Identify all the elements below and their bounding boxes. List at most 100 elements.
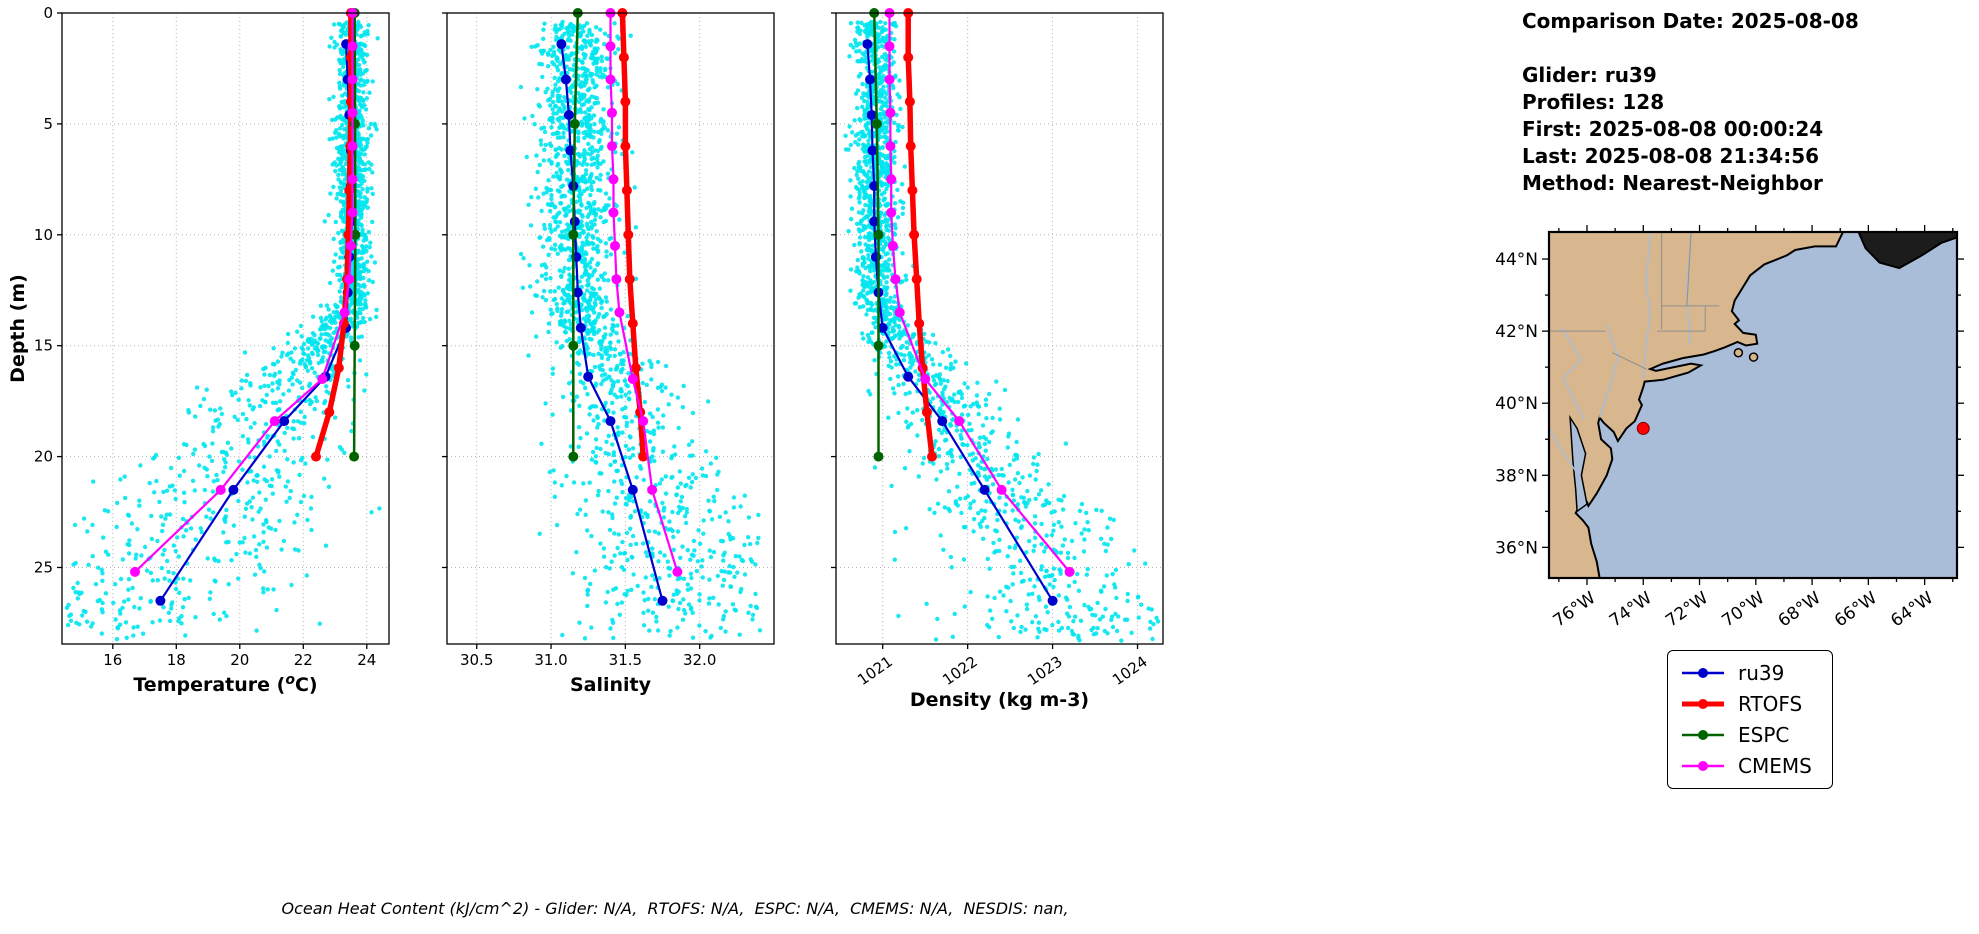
glider-sample-dot	[555, 161, 561, 167]
glider-sample-dot	[616, 339, 621, 344]
glider-sample-dot	[590, 72, 595, 77]
glider-sample-dot	[205, 556, 210, 561]
glider-sample-dot	[365, 186, 370, 191]
glider-sample-dot	[555, 88, 561, 94]
glider-sample-dot	[278, 399, 283, 404]
glider-sample-dot	[365, 291, 370, 296]
glider-sample-dot	[584, 162, 590, 167]
glider-sample-dot	[856, 142, 861, 147]
glider-sample-dot	[367, 90, 372, 95]
glider-sample-dot	[367, 166, 372, 172]
glider-sample-dot	[285, 340, 290, 346]
glider-sample-dot	[649, 584, 654, 590]
glider-sample-dot	[242, 514, 247, 519]
x-tick-label: 16	[103, 651, 122, 669]
glider-sample-dot	[218, 406, 223, 411]
ru39-marker	[569, 216, 580, 227]
RTOFS-marker	[623, 229, 634, 240]
glider-sample-dot	[559, 25, 564, 30]
glider-sample-dot	[585, 33, 590, 38]
glider-sample-dot	[330, 317, 335, 322]
glider-sample-dot	[256, 509, 261, 514]
glider-sample-dot	[615, 363, 620, 369]
glider-sample-dot	[591, 328, 596, 333]
glider-sample-dot	[976, 441, 982, 446]
glider-sample-dot	[662, 505, 667, 510]
CMEMS-marker	[647, 484, 658, 495]
glider-sample-dot	[541, 125, 547, 130]
glider-sample-dot	[547, 158, 552, 163]
glider-sample-dot	[363, 235, 368, 240]
glider-sample-dot	[624, 382, 629, 388]
glider-sample-dot	[1020, 475, 1025, 480]
glider-sample-dot	[591, 319, 597, 324]
glider-sample-dot	[1084, 572, 1090, 577]
glider-sample-dot	[577, 620, 582, 625]
CMEMS-salinity-series	[605, 8, 683, 577]
glider-sample-dot	[80, 613, 85, 618]
glider-sample-dot	[338, 240, 343, 245]
glider-sample-dot	[542, 226, 547, 231]
glider-sample-dot	[959, 412, 965, 417]
glider-sample-dot	[216, 424, 221, 429]
glider-sample-dot	[889, 336, 894, 342]
glider-sample-dot	[552, 27, 557, 32]
glider-sample-dot	[598, 215, 603, 220]
glider-sample-dot	[582, 148, 587, 153]
glider-sample-dot	[591, 287, 597, 292]
glider-sample-dot	[561, 288, 566, 294]
glider-sample-dot	[361, 82, 366, 88]
glider-sample-dot	[564, 293, 569, 298]
glider-sample-dot	[861, 91, 866, 96]
glider-sample-dot	[969, 427, 974, 433]
glider-sample-dot	[365, 140, 370, 145]
glider-sample-dot	[560, 632, 565, 638]
RTOFS-marker	[621, 185, 632, 196]
glider-sample-dot	[848, 142, 853, 148]
CMEMS-temperature-series	[130, 8, 358, 577]
glider-sample-dot	[325, 457, 330, 462]
glider-sample-dot	[641, 477, 646, 483]
glider-sample-dot	[646, 529, 652, 534]
glider-sample-dot	[648, 430, 653, 435]
glider-sample-dot	[277, 474, 282, 479]
glider-sample-dot	[329, 35, 334, 40]
glider-sample-dot	[694, 568, 700, 574]
glider-sample-dot	[619, 368, 624, 373]
glider-sample-dot	[852, 118, 857, 123]
glider-sample-dot	[1024, 550, 1029, 555]
glider-sample-dot	[707, 577, 712, 582]
glider-sample-dot	[1039, 521, 1044, 527]
glider-sample-dot	[628, 33, 633, 38]
glider-sample-dot	[661, 413, 666, 418]
glider-sample-dot	[624, 530, 630, 536]
glider-sample-dot	[270, 491, 275, 496]
glider-sample-dot	[310, 314, 316, 319]
glider-sample-dot	[599, 362, 605, 368]
glider-sample-dot	[331, 330, 336, 335]
glider-sample-dot	[274, 607, 279, 613]
glider-sample-dot	[871, 286, 876, 291]
glider-sample-dot	[567, 67, 572, 72]
glider-sample-dot	[600, 75, 605, 80]
glider-sample-dot	[612, 347, 618, 352]
glider-sample-dot	[526, 202, 531, 207]
glider-sample-dot	[650, 454, 655, 459]
glider-sample-dot	[545, 63, 551, 69]
glider-sample-dot	[577, 403, 582, 408]
glider-sample-dot	[581, 381, 586, 386]
glider-sample-dot	[1016, 519, 1021, 524]
glider-sample-dot	[585, 392, 590, 397]
glider-sample-dot	[270, 388, 275, 393]
glider-sample-dot	[194, 385, 200, 390]
glider-sample-dot	[295, 329, 300, 334]
glider-sample-dot	[86, 562, 91, 568]
glider-sample-dot	[747, 541, 753, 547]
glider-sample-dot	[1105, 525, 1110, 530]
glider-sample-dot	[567, 318, 572, 323]
glider-sample-dot	[1067, 604, 1073, 610]
glider-sample-dot	[545, 86, 550, 92]
glider-sample-dot	[579, 66, 585, 71]
glider-sample-dot	[341, 169, 347, 174]
